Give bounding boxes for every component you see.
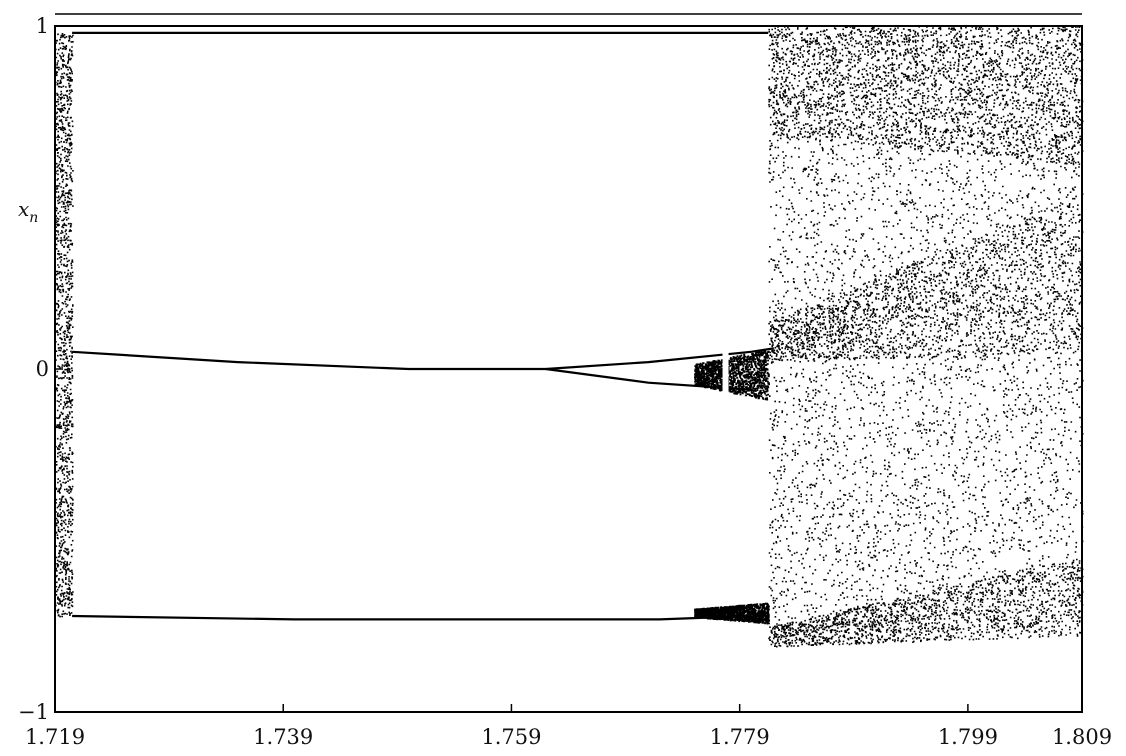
series-upper-branch [72, 347, 775, 371]
y-tick-label-1: 0 [36, 357, 49, 381]
plot-area [55, 26, 1084, 648]
y-tick-label-0: −1 [18, 700, 49, 724]
window-band-0 [694, 349, 770, 401]
x-tick-label-3: 1.779 [710, 725, 770, 749]
series-chaotic-region [768, 26, 1084, 648]
line-bottom-branch [72, 614, 752, 621]
tick-labels: 1.719 1.739 1.759 1.779 1.799 1.809 −1 0 1 [18, 14, 1112, 749]
window-band-1 [694, 602, 770, 625]
points-chaotic-region [768, 26, 1084, 648]
line-upper-branch [72, 347, 775, 371]
x-tick-label-4: 1.799 [938, 725, 998, 749]
axes [54, 13, 1083, 713]
x-tick-label-5: 1.809 [1052, 725, 1112, 749]
series-window-bands [694, 341, 770, 625]
x-tick-label-0: 1.719 [25, 725, 85, 749]
series-chaotic-band [55, 33, 74, 618]
y-axis-label-sub: n [29, 210, 38, 226]
points-chaotic-band [55, 33, 74, 618]
y-axis-label-main: x [18, 197, 29, 221]
x-tick-label-2: 1.759 [481, 725, 541, 749]
y-tick-label-2: 1 [36, 14, 49, 38]
series-bottom-branch [72, 614, 752, 621]
y-axis-label: xn [18, 197, 38, 226]
x-tick-label-1: 1.739 [253, 725, 313, 749]
periodic-window-gap [722, 341, 729, 400]
